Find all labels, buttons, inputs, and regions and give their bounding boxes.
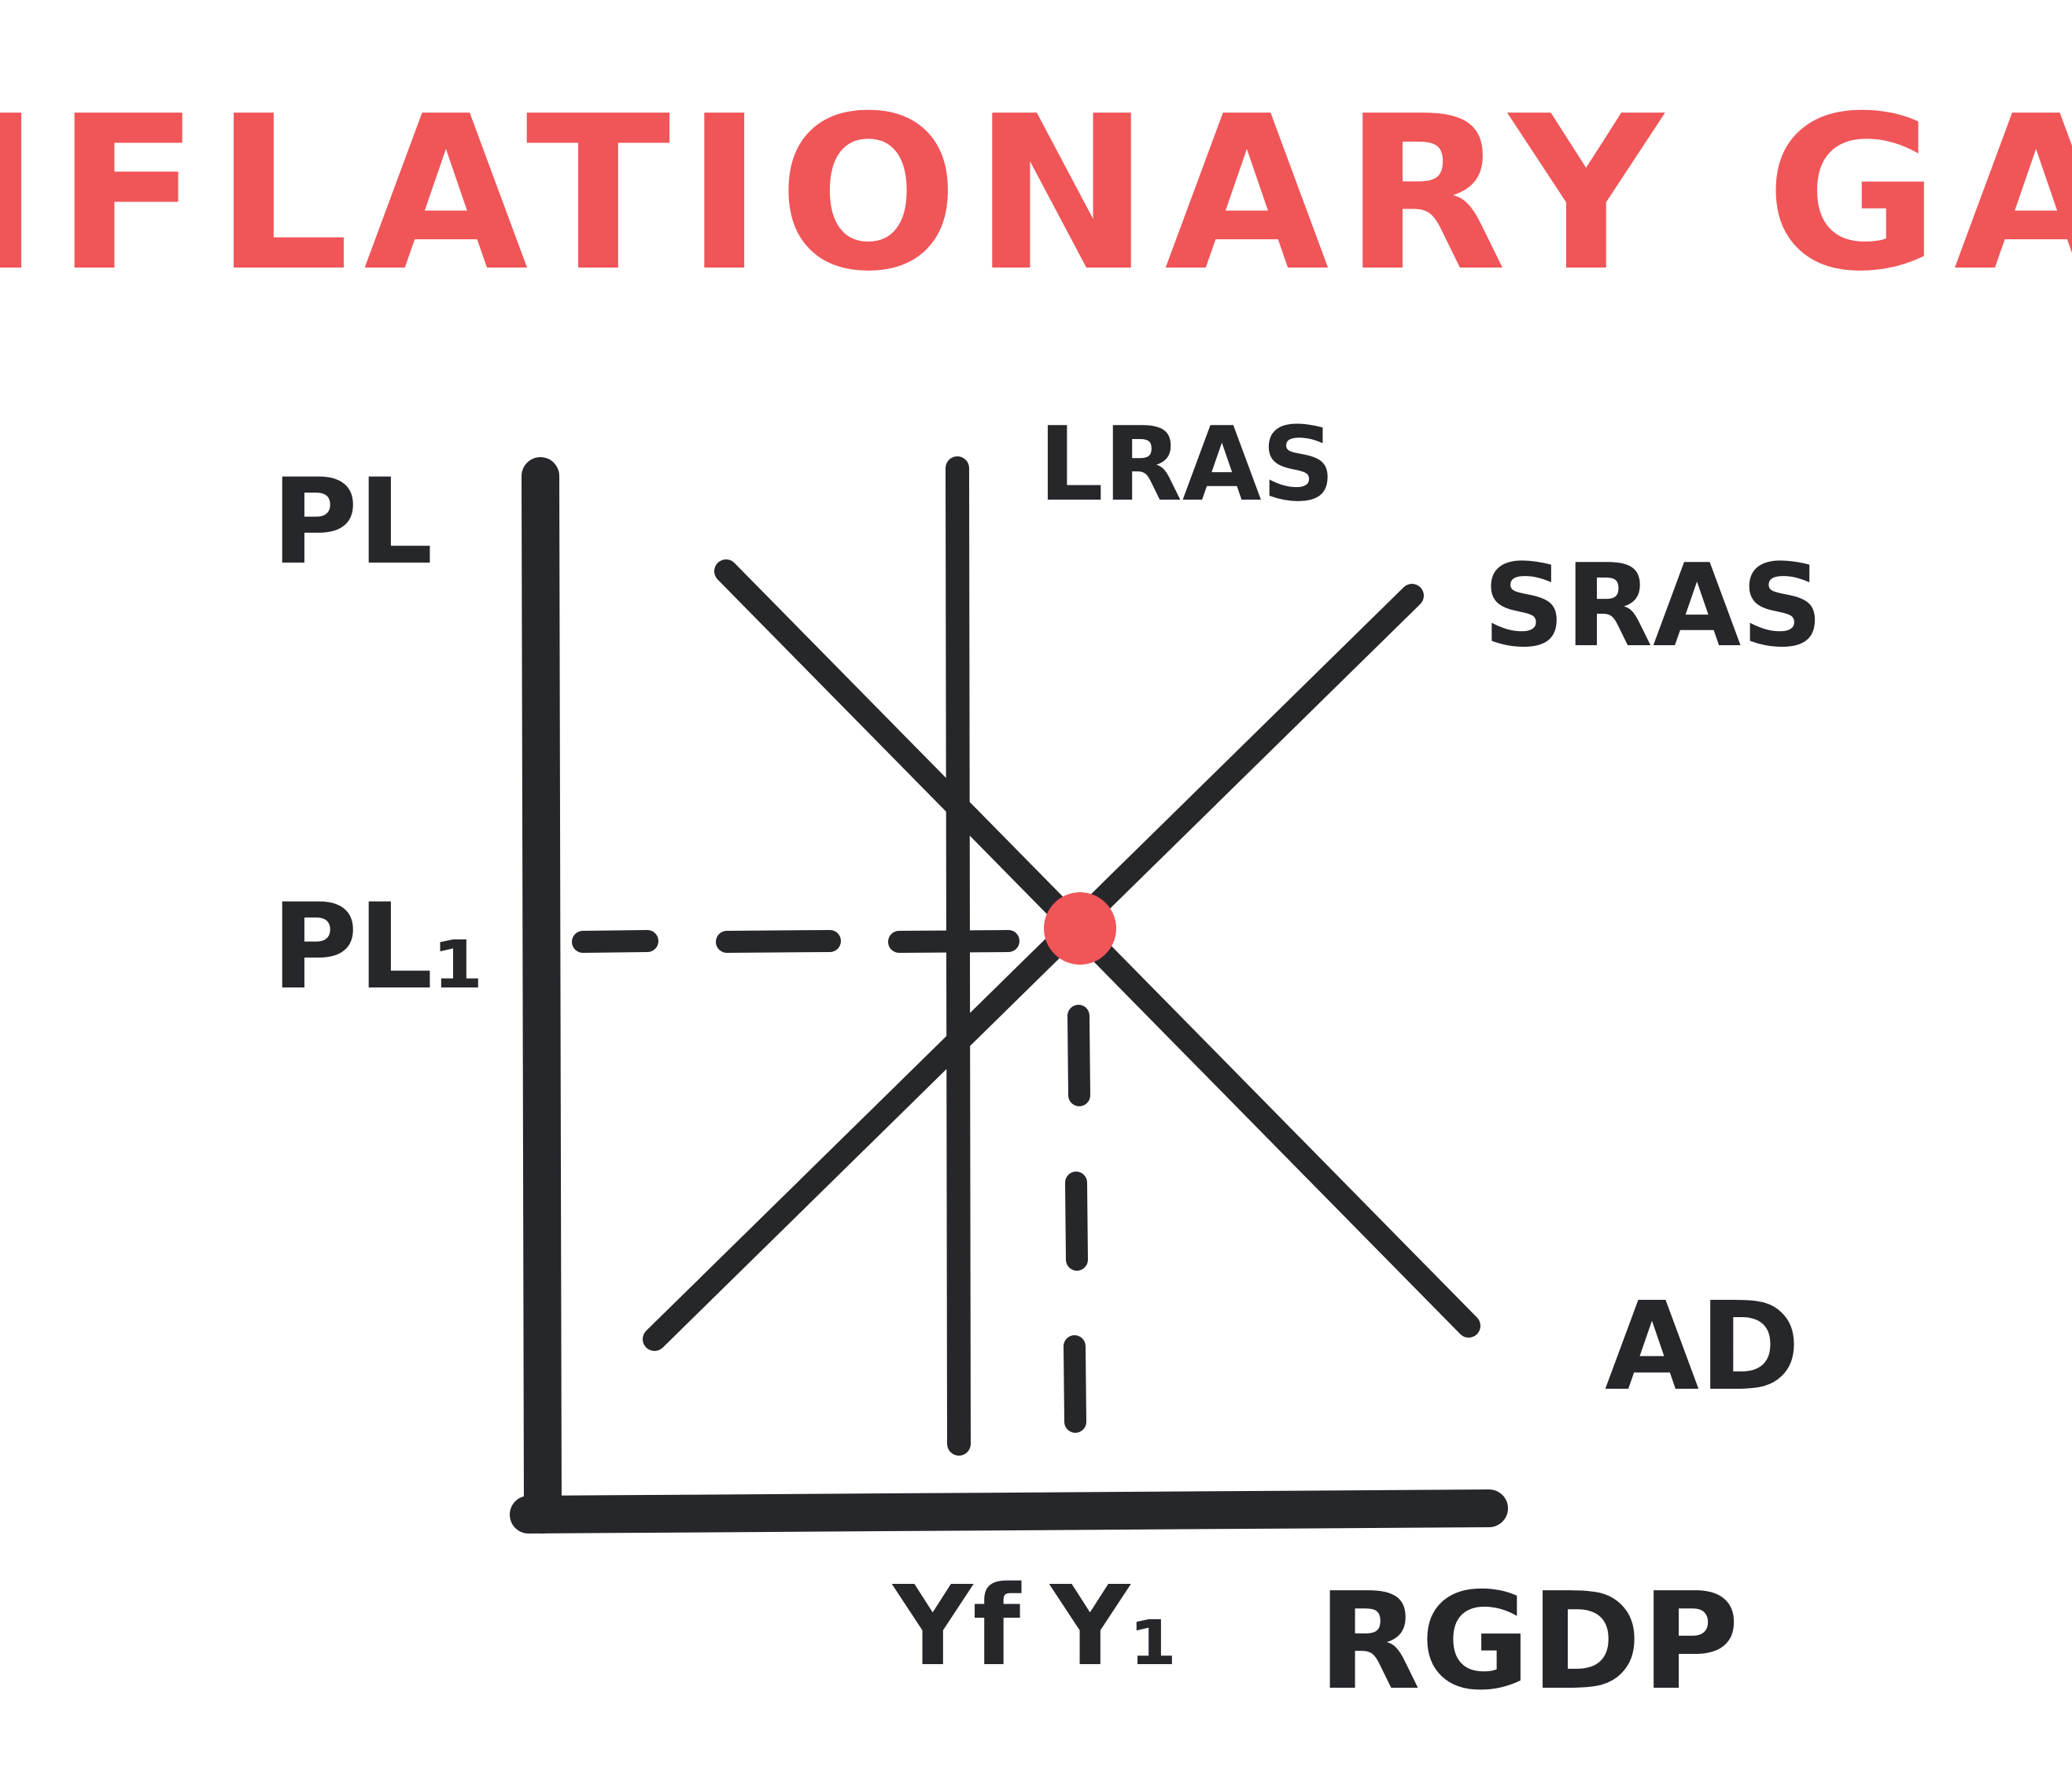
y-axis-label: PL — [271, 454, 433, 591]
guide-lines — [572, 930, 1090, 1433]
lras-label: LRAS — [1038, 404, 1335, 524]
equilibrium-output-label: Y₁ — [1049, 1563, 1178, 1691]
full-employment-output-label: Yf — [891, 1563, 1022, 1691]
diagram-title: INFLATIONARY GAP — [0, 70, 2072, 318]
price-level-dash — [888, 930, 1019, 953]
price-level-dash — [716, 930, 841, 953]
ad-label: AD — [1605, 1275, 1801, 1418]
lras-curve — [946, 456, 971, 1456]
price-level-dash — [572, 930, 658, 953]
sras-label: SRAS — [1483, 540, 1823, 673]
equilibrium-point — [1044, 892, 1116, 965]
x-axis-label: RGDP — [1318, 1564, 1739, 1720]
y-axis — [522, 457, 562, 1534]
axes — [510, 457, 1508, 1534]
sras-curve — [643, 584, 1424, 1351]
output-dash — [1067, 1005, 1090, 1106]
price-level-label: PL₁ — [271, 879, 485, 1016]
output-dash — [1065, 1172, 1088, 1271]
x-axis — [510, 1489, 1508, 1534]
